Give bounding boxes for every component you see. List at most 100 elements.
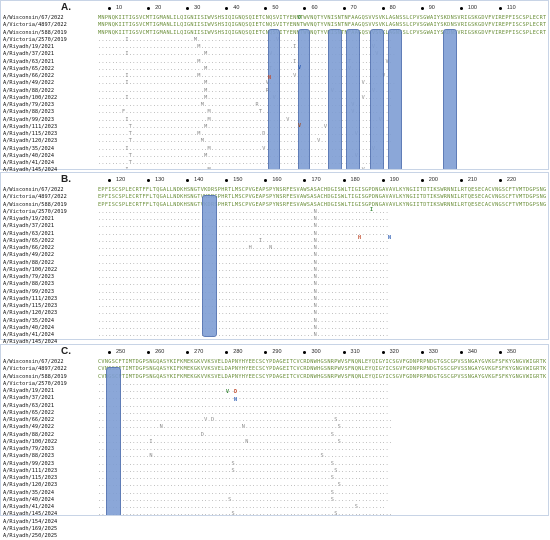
sequence-row: ........................................…: [98, 388, 389, 394]
ruler-dot: [264, 179, 268, 182]
ruler-tick-label: 310: [350, 349, 360, 355]
strain-name: A/Riyadh/79/2023: [3, 446, 55, 452]
strain-name: A/Wisconsin/588/2019: [3, 201, 67, 208]
strain-name: A/Riyadh/35/2024: [3, 145, 55, 152]
strain-name: A/Riyadh/88/2022: [3, 259, 55, 266]
strain-name: A/Riyadh/100/2022: [3, 94, 58, 101]
ruler-tick-label: 180: [350, 177, 360, 183]
ruler-dot: [108, 351, 111, 354]
strain-name: A/Victoria/2570/2019: [3, 36, 67, 43]
strain-name: A/Riyadh/88/2023: [3, 109, 55, 116]
sequence-row: ...............N........................…: [98, 453, 389, 460]
strain-name: A/Riyadh/66/2022: [3, 245, 55, 251]
ruler-dot: [186, 351, 190, 354]
sequence-row: ......................................S.…: [98, 496, 389, 503]
ruler-tick-label: 120: [116, 177, 126, 183]
sequence-alignment: 250 260 270 280 290 300 310 320 330 340 350 CVNGSCF…: [98, 349, 546, 515]
sequence-row: ........I......................M........…: [98, 94, 393, 101]
strain-name: A/Wisconsin/67/2022: [3, 359, 64, 365]
ruler-dot: [147, 7, 151, 10]
strain-name: A/Riyadh/88/2023: [3, 453, 55, 460]
substitution-mark: V: [226, 389, 230, 395]
sequence-row: ........................................…: [98, 274, 389, 280]
strain-name: A/Riyadh/145/2024: [3, 511, 58, 518]
sequence-row: ..............................D.........…: [98, 431, 389, 438]
mutation-highlight-box: [106, 367, 121, 515]
strain-name: A/Victoria/2570/2019: [3, 380, 67, 387]
strain-name: A/Riyadh/49/2022: [3, 424, 55, 431]
ruler-dot: [264, 7, 268, 10]
ruler-dot: [381, 179, 385, 182]
strain-name: A/Riyadh/65/2022: [3, 65, 55, 72]
ruler-dot: [342, 179, 346, 182]
strain-list: A/Wisconsin/67/2022 A/Victoria/4897/2022 A…: [3, 15, 97, 196]
mutation-highlight-box: [268, 29, 280, 169]
strain-name: A/Riyadh/88/2022: [3, 431, 55, 438]
strain-name: A/Riyadh/49/2022: [3, 252, 55, 259]
ruler-dot: [108, 7, 111, 10]
strain-name: A/Victoria/4897/2022: [3, 22, 67, 29]
alignment-panel: A. A/Wisconsin/67/2022 A/Victoria/4897/202…: [0, 0, 549, 195]
reference-sequence: MNPNQKIITIGSVCMTIGMANLILQIGNIISIWVSHSIQI…: [98, 15, 546, 21]
strain-name: A/Riyadh/49/2022: [3, 80, 55, 87]
sequence-row: .......F........................M.......…: [98, 109, 389, 116]
position-ruler: 10 20 30 40 50 60 70 80 90 100 110: [98, 5, 546, 13]
strain-name: A/Riyadh/79/2023: [3, 274, 55, 280]
ruler-tick-label: 90: [428, 5, 435, 11]
strain-name: A/Riyadh/37/2021: [3, 223, 55, 230]
substitution-mark: V: [298, 123, 302, 129]
reference-sequence: MNPNQKIITIGSVCMTIGMANLILQIGNIISIWVSHSIQI…: [98, 22, 546, 29]
strain-name: A/Riyadh/100/2022: [3, 266, 58, 273]
strain-name: A/Riyadh/169/2025: [3, 525, 58, 532]
ruler-tick-label: 210: [467, 177, 477, 183]
strain-name: A/Riyadh/63/2021: [3, 58, 55, 65]
ruler-dot: [303, 7, 307, 10]
strain-name: A/Riyadh/19/2021: [3, 216, 55, 222]
ruler-dot: [303, 351, 307, 354]
sequence-row: ........................................…: [98, 310, 389, 317]
strain-name: A/Wisconsin/588/2019: [3, 373, 67, 380]
sequence-row: ........I.......................M.......…: [98, 116, 389, 123]
ruler-dot: [225, 179, 229, 182]
ruler-tick-label: 50: [272, 5, 279, 11]
reference-sequence: MNPNQKIITIGSVCMTIGMANLILQIGNIISIWVSHSIQI…: [98, 29, 546, 36]
strain-name: A/Riyadh/145/2024: [3, 167, 58, 174]
ruler-dot: [108, 179, 111, 182]
ruler-tick-label: 340: [467, 349, 477, 355]
strain-list: A/Wisconsin/67/2022 A/Victoria/4897/2022 A…: [3, 187, 97, 368]
strain-name: A/Riyadh/63/2021: [3, 402, 55, 409]
ruler-tick-label: 300: [311, 349, 321, 355]
sequence-row: ........I....................M..........…: [98, 73, 389, 79]
strain-name: A/Riyadh/40/2024: [3, 496, 55, 503]
panel-label: A.: [61, 2, 71, 13]
position-ruler: 250 260 270 280 290 300 310 320 330 340 350: [98, 349, 546, 357]
ruler-tick-label: 220: [506, 177, 517, 183]
ruler-tick-label: 250: [116, 349, 126, 355]
substitution-mark: D: [234, 389, 238, 395]
ruler-dot: [186, 7, 190, 10]
substitution-mark: N: [388, 235, 392, 241]
sequence-row: ........................................…: [98, 245, 389, 251]
sequence-row: ........................................…: [98, 489, 389, 496]
strain-name: A/Riyadh/115/2023: [3, 303, 58, 309]
sequence-row: ........................................…: [98, 475, 389, 481]
sequence-row: ........................................…: [98, 395, 389, 402]
sequence-row: ........................................…: [98, 446, 389, 452]
ruler-dot: [420, 7, 424, 10]
mutation-highlight-box: [370, 29, 384, 169]
sequence-row: ...............I........................…: [98, 438, 393, 445]
ruler-tick-label: 70: [350, 5, 357, 11]
reference-sequence: EPFISCSPLECRTFFLTQGALLNDKHSNGTVKDRSPHRTL…: [98, 194, 546, 201]
ruler-tick-label: 150: [233, 177, 243, 183]
ruler-dot: [498, 179, 502, 182]
substitution-mark: V: [298, 65, 302, 71]
strain-name: A/Riyadh/40/2024: [3, 324, 55, 331]
ruler-tick-label: 10: [116, 5, 123, 11]
ruler-tick-label: 20: [155, 5, 162, 11]
ruler-dot: [381, 351, 385, 354]
ruler-tick-label: 110: [506, 5, 516, 11]
sequence-row: ........................................…: [98, 281, 389, 288]
sequence-row: .............................M..........…: [98, 58, 393, 65]
strain-name: A/Riyadh/19/2021: [3, 388, 55, 394]
sequence-alignment: 10 20 30 40 50 60 70 80 90 100 110 MNPNQKIITIGSVCMT…: [98, 5, 546, 169]
